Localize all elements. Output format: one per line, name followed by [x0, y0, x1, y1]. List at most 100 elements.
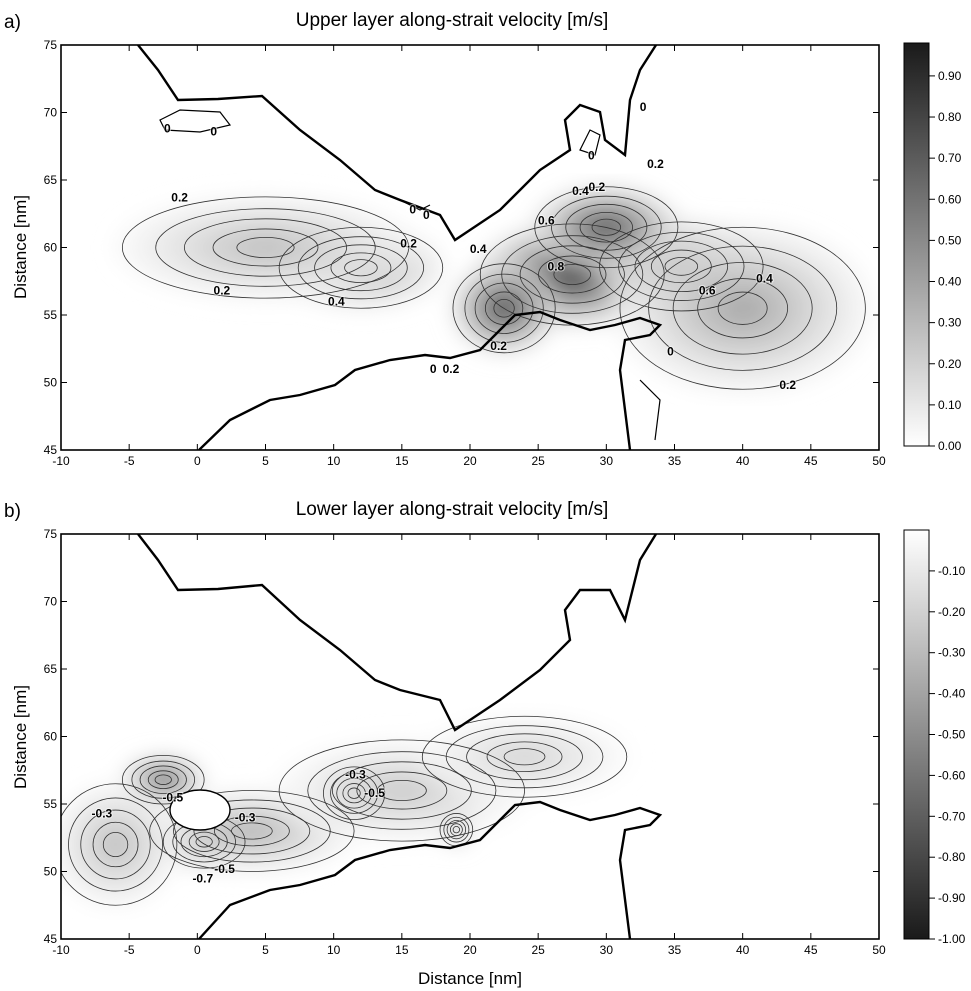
panel-a-ytick-label-1: 50 — [44, 376, 58, 390]
panel-a-contour-0-2 — [519, 245, 625, 304]
panel-b-xtick-label-4: 10 — [327, 943, 341, 957]
panel-b-ylabel: Distance [nm] — [11, 685, 30, 789]
panel-a-contour-6-3 — [212, 228, 319, 267]
panel-b-contour-4-1 — [173, 799, 331, 863]
panel-b-xtick-label-6: 20 — [463, 943, 477, 957]
panel-a-ytick-label-3: 60 — [44, 241, 58, 255]
panel-a-contour-1-3 — [650, 249, 712, 284]
panel-a-contour-label-0: 0 — [164, 122, 171, 136]
panel-b-xtick-label-12: 50 — [872, 943, 886, 957]
panel-a-ylabel: Distance [nm] — [11, 195, 30, 299]
panel-a-cb-tick-label-5: 0.50 — [938, 233, 962, 247]
panel-b-cb-tick-label-3: -0.70 — [938, 809, 966, 823]
panel-a: a) Upper layer along-strait velocity [m/… — [4, 10, 962, 468]
panel-a-contour-label-22: 0 — [667, 344, 674, 358]
panel-a-contour-3-2 — [565, 203, 648, 251]
panel-a-contour-6-1 — [155, 208, 376, 287]
panel-a-contour-label-15: 0 — [640, 100, 647, 114]
panel-a-contour-label-10: 0.8 — [548, 259, 565, 273]
panel-a-ytick-label-2: 55 — [44, 308, 58, 322]
panel-a-contour-label-20: 0 — [430, 362, 437, 376]
panel-b-contour-2-4 — [347, 787, 361, 799]
panel-b-contour-6-2 — [466, 733, 583, 781]
panel-b-ytick-label-1: 50 — [44, 865, 58, 879]
panel-a-xtick-label-3: 5 — [262, 454, 269, 468]
panel-b-xtick-label-0: -10 — [52, 943, 70, 957]
panel-a-ytick-label-4: 65 — [44, 173, 58, 187]
panel-a-contour-label-1: 0 — [210, 124, 217, 138]
panel-a-xtick-label-11: 45 — [804, 454, 818, 468]
panel-a-contour-0-4 — [553, 263, 592, 286]
panel-b-contour-label-0: -0.3 — [92, 806, 113, 820]
panel-b-contour-0-1 — [131, 760, 196, 799]
panel-a-contour-3-1 — [551, 195, 662, 259]
panel-a-contour-label-7: 0 — [423, 208, 430, 222]
panel-b-contour-3-3 — [449, 823, 463, 836]
panel-b-contour-6-0 — [421, 715, 628, 798]
panel-a-xtick-label-10: 40 — [736, 454, 750, 468]
panel-b-field-feature-4-level-5 — [233, 823, 271, 839]
panel-b-cb-tick-label-2: -0.80 — [938, 850, 966, 864]
panel-a-contour-label-16: 0.6 — [699, 284, 716, 298]
panel-a-contour-5-1 — [297, 236, 425, 300]
panel-a-xtick-label-0: -10 — [52, 454, 70, 468]
panel-b-contour-0-0 — [121, 755, 205, 805]
panel-a-contour-4-2 — [672, 261, 813, 355]
panel-b-colorbar — [903, 529, 930, 940]
panel-b-contour-label-1: -0.5 — [162, 790, 183, 804]
panel-b-field-feature-0-level-5 — [155, 775, 171, 785]
panel-a-contour-2-4 — [493, 298, 515, 318]
panel-a-xtick-label-12: 50 — [872, 454, 886, 468]
panel-a-contour-5-3 — [330, 252, 392, 283]
panel-a-xtick-label-1: -5 — [124, 454, 135, 468]
panel-a-xtick-label-2: 0 — [194, 454, 201, 468]
panel-b-contour-7-1 — [68, 797, 163, 892]
panel-a-contour-6-2 — [183, 218, 348, 277]
panel-a-contour-1-0 — [599, 221, 764, 312]
panel-a-cb-tick-label-4: 0.40 — [938, 275, 962, 289]
panel-a-xtick-label-7: 25 — [531, 454, 545, 468]
panel-b-contour-5-1 — [307, 751, 497, 830]
panel-a-contour-label-12: 0.2 — [588, 180, 605, 194]
panel-a-colorbar-ticks: 0.00 0.10 0.20 0.30 0.40 0.50 0.60 0.70 0.80 0.90 — [929, 69, 962, 453]
panel-b-contour-5-2 — [331, 761, 472, 820]
panel-b-xtick-label-2: 0 — [194, 943, 201, 957]
panel-a-contour-3-0 — [534, 186, 679, 269]
panel-b-contour-1-3 — [188, 831, 220, 852]
panel-a-xtick-label-4: 10 — [327, 454, 341, 468]
panel-a-xtick-label-9: 35 — [668, 454, 682, 468]
panel-a-contour-label-8: 0.4 — [470, 242, 487, 256]
panel-a-contour-label-3: 0.2 — [214, 284, 231, 298]
panel-a-contour-label-14: 0 — [588, 149, 595, 163]
panel-b-contour-2-1 — [330, 772, 379, 814]
panel-a-ytick-label-0: 45 — [44, 443, 58, 457]
panel-b-contour-7-2 — [80, 809, 151, 880]
panel-b-axes: -10 -5 0 5 10 15 20 25 30 35 40 45 50 45 50 55 60 65 70 75 — [44, 527, 886, 957]
panel-b-cb-tick-label-7: -0.30 — [938, 646, 966, 660]
panel-a-cb-tick-label-7: 0.70 — [938, 151, 962, 165]
panel-b-cb-tick-label-0: -1.00 — [938, 932, 966, 946]
panel-a-contour-1-1 — [618, 231, 745, 301]
panel-b-cb-tick-label-5: -0.50 — [938, 728, 966, 742]
panel-a-contour-3-4 — [591, 218, 622, 236]
panel-b-xtick-label-9: 35 — [668, 943, 682, 957]
panel-a-xtick-label-5: 15 — [395, 454, 409, 468]
panel-a-coastline — [137, 45, 663, 450]
panel-b-contour-3-4 — [452, 826, 461, 834]
panel-b-field-feature-5-level-5 — [380, 781, 424, 800]
panel-a-ytick-label-6: 75 — [44, 38, 58, 52]
panel-b-field — [61, 534, 879, 939]
panel-a-contour-labels: 0 00.20.20.40.20 00.40.60.80.4 0.20.2000.60… — [163, 99, 797, 393]
panel-b-contour-1-4 — [195, 836, 213, 848]
panel-a-cb-tick-label-6: 0.60 — [938, 192, 962, 206]
panel-a-field-feature-0-level-5 — [555, 265, 589, 284]
panel-a-contour-label-9: 0.6 — [538, 214, 555, 228]
panel-a-label: a) — [4, 12, 21, 33]
panel-b-cb-tick-label-8: -0.20 — [938, 605, 966, 619]
panel-a-cb-tick-label-1: 0.10 — [938, 398, 962, 412]
panel-a-contour-label-19: 0.2 — [443, 362, 460, 376]
panel-a-contour-5-4 — [344, 259, 378, 277]
panel-b-cb-tick-label-9: -0.10 — [938, 564, 966, 578]
panel-a-contour-3-3 — [579, 211, 633, 243]
panel-b-contour-4-0 — [149, 790, 355, 872]
